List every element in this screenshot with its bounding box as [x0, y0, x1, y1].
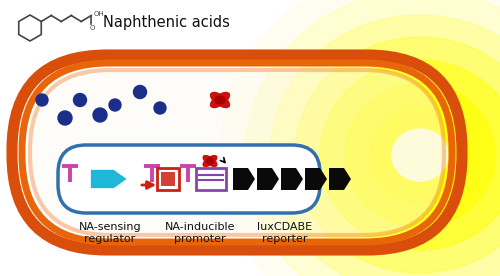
Ellipse shape — [203, 156, 217, 166]
Text: OH: OH — [94, 12, 104, 17]
FancyBboxPatch shape — [58, 145, 320, 213]
Polygon shape — [281, 168, 303, 190]
Polygon shape — [90, 169, 128, 189]
Ellipse shape — [245, 0, 500, 276]
FancyBboxPatch shape — [161, 172, 175, 186]
Polygon shape — [233, 168, 255, 190]
Text: NA-sensing
regulator: NA-sensing regulator — [78, 222, 142, 245]
Circle shape — [36, 94, 48, 106]
Circle shape — [93, 108, 107, 122]
Polygon shape — [305, 168, 327, 190]
Circle shape — [154, 102, 166, 114]
Text: NA-inducible
promoter: NA-inducible promoter — [165, 222, 236, 245]
Ellipse shape — [220, 0, 500, 276]
Ellipse shape — [206, 158, 214, 164]
Text: luxCDABE
reporter: luxCDABE reporter — [258, 222, 312, 245]
Polygon shape — [329, 168, 351, 190]
Ellipse shape — [215, 96, 225, 104]
Polygon shape — [257, 168, 279, 190]
Ellipse shape — [320, 60, 500, 250]
Ellipse shape — [210, 92, 230, 108]
Ellipse shape — [370, 107, 470, 203]
Text: Naphthenic acids: Naphthenic acids — [103, 15, 230, 30]
FancyBboxPatch shape — [196, 168, 226, 190]
Text: O: O — [90, 25, 95, 31]
Ellipse shape — [210, 92, 230, 108]
Circle shape — [58, 111, 72, 125]
Ellipse shape — [345, 83, 495, 227]
Ellipse shape — [270, 15, 500, 276]
Circle shape — [109, 99, 121, 111]
Ellipse shape — [392, 129, 448, 181]
FancyBboxPatch shape — [30, 70, 444, 235]
Circle shape — [74, 94, 86, 107]
Ellipse shape — [203, 156, 217, 166]
Circle shape — [134, 86, 146, 99]
Ellipse shape — [295, 37, 500, 273]
FancyBboxPatch shape — [157, 168, 179, 190]
